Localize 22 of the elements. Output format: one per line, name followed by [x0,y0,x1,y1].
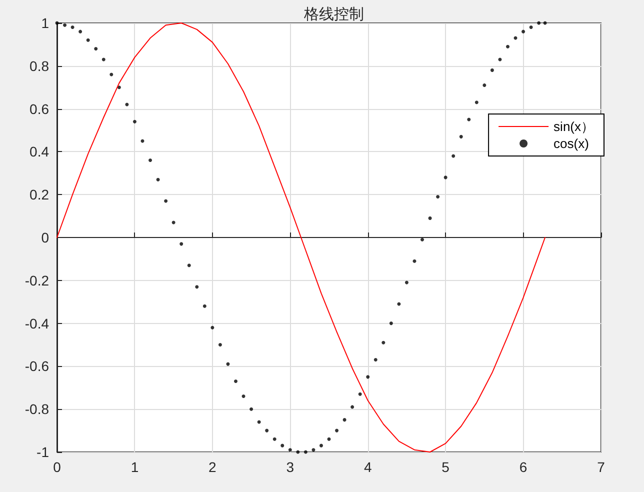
y-tick-label: -0.8 [24,401,50,418]
legend-label: sin(x） [554,119,594,134]
y-tick-label: -0.2 [24,272,50,288]
legend-label: cos(x) [554,136,589,151]
x-tick-label: 2 [208,459,217,475]
y-tick-label: 0.4 [30,144,50,160]
x-tick-label: 5 [442,459,450,475]
x-tick-label: 4 [364,459,372,475]
y-tick-label: -1 [36,444,50,460]
y-tick-label: -0.4 [24,315,50,332]
y-tick-label: 0.6 [30,100,50,117]
x-tick-label: 1 [130,459,139,475]
y-tick-label: 0.2 [30,186,50,203]
y-tick-label: -0.6 [24,358,50,374]
chart-title: 格线控制 [303,6,364,23]
y-tick-label: 1 [41,15,50,31]
y-tick-label: 0.8 [30,58,50,74]
x-tick-label: 7 [597,459,606,475]
x-tick-label: 6 [519,459,528,475]
x-tick-label: 0 [53,459,62,475]
y-tick-label: 0 [41,230,50,246]
x-tick-label: 3 [286,459,294,475]
